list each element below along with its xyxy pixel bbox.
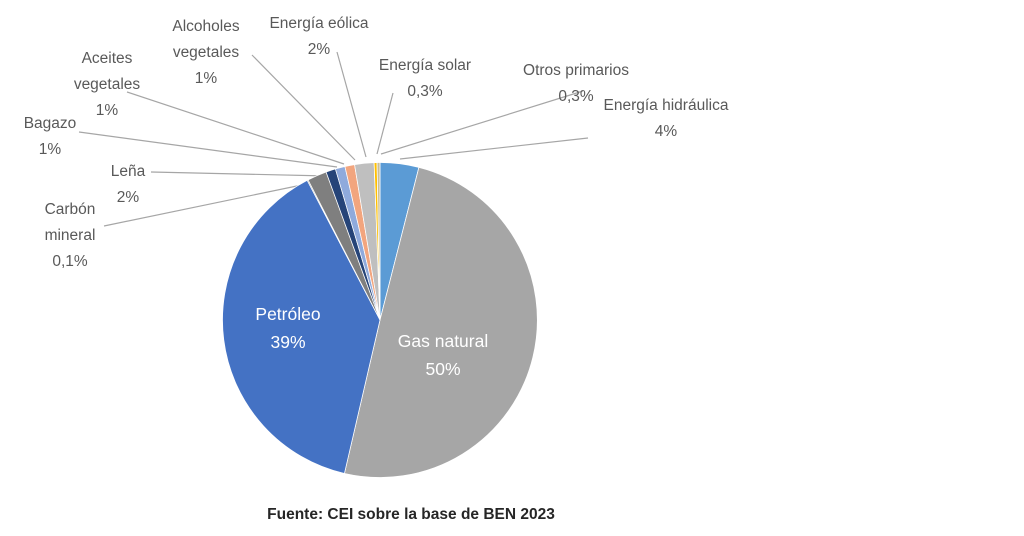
callout-label: Otros primarios (523, 62, 629, 79)
leader-line-alcoholes-vegetales (251, 54, 356, 161)
callout-label: Energía eólica (269, 15, 369, 32)
leader-line-energia-solar (376, 92, 394, 155)
inside-label-gas-natural: Gas natural 50% (368, 327, 518, 383)
leader-line-bagazo (78, 131, 338, 168)
pie-slices (222, 162, 538, 478)
leader-line-carbon-mineral (103, 180, 322, 227)
callout-label: Energía solar (378, 57, 472, 74)
leader-line-energia-eolica (336, 51, 367, 158)
pie-slice-gas-natural (343, 166, 538, 478)
leader-lines (78, 51, 589, 227)
callout-value: 2% (116, 189, 140, 206)
slice-value: 39% (270, 332, 306, 352)
callout-lena: Leña 2% (86, 159, 170, 211)
slice-label: Gas natural (397, 331, 489, 351)
callout-carbon-mineral: Carbón mineral 0,1% (30, 197, 110, 275)
leader-line-energia-hidraulica (399, 137, 589, 160)
callout-value: 0,3% (558, 88, 594, 105)
callout-value: 2% (307, 41, 331, 58)
callout-value: 1% (38, 141, 62, 158)
leader-line-otros-primarios (380, 90, 584, 155)
callout-label: Alcoholes vegetales (172, 18, 240, 61)
callout-energia-solar: Energía solar 0,3% (365, 53, 485, 105)
callout-value: 0,1% (52, 253, 88, 270)
source-note: Fuente: CEI sobre la base de BEN 2023 (267, 506, 555, 523)
leader-line-lena (150, 171, 329, 177)
callout-label: Aceites vegetales (73, 50, 141, 93)
callout-value: 1% (95, 102, 119, 119)
pie-slice-otros-primarios (376, 162, 381, 321)
callout-label: Carbón mineral (44, 201, 96, 244)
callout-label: Leña (110, 163, 146, 180)
callout-alcoholes-vegetales: Alcoholes vegetales 1% (161, 14, 251, 92)
callout-value: 1% (194, 70, 218, 87)
slice-label: Petróleo (255, 304, 321, 324)
callout-otros-primarios: Otros primarios 0,3% (501, 58, 651, 110)
callout-bagazo: Bagazo 1% (8, 111, 92, 163)
callout-aceites-vegetales: Aceites vegetales 1% (62, 46, 152, 124)
leader-line-aceites-vegetales (126, 91, 345, 165)
callout-energia-eolica: Energía eólica 2% (254, 11, 384, 63)
callout-value: 4% (654, 123, 678, 140)
callout-label: Energía hidráulica (603, 97, 729, 114)
slice-value: 50% (425, 359, 461, 379)
pie-slice-petroleo (222, 179, 381, 474)
callout-label: Bagazo (23, 115, 77, 132)
callout-value: 0,3% (407, 83, 443, 100)
callout-energia-hidraulica: Energía hidráulica 4% (576, 93, 756, 145)
inside-label-petroleo: Petróleo 39% (213, 300, 363, 356)
